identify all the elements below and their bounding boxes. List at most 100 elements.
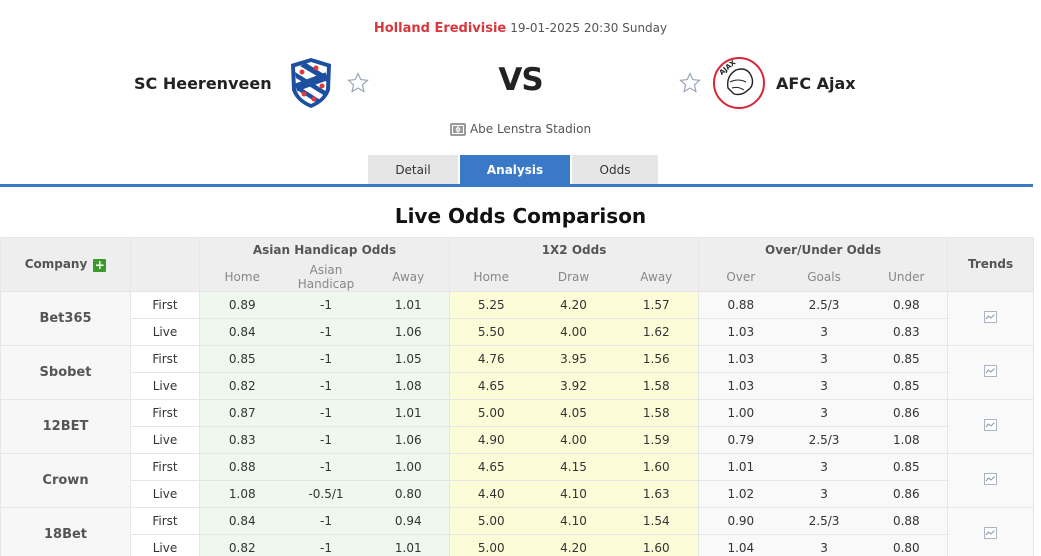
ou-goals-value: 3 xyxy=(782,398,866,427)
ou-goals-header: Goals xyxy=(782,262,866,292)
trend-chart-icon[interactable] xyxy=(984,364,998,380)
x12-home-odds: 4.76 xyxy=(449,344,533,373)
ah-away-odds: 1.05 xyxy=(367,344,451,373)
home-team: SC Heerenveen xyxy=(134,56,380,110)
ah-handicap-value: -1 xyxy=(284,317,368,346)
ou-under-odds: 0.86 xyxy=(865,479,949,508)
ou-over-odds: 1.03 xyxy=(698,317,783,346)
company-name[interactable]: Bet365 xyxy=(0,290,131,346)
table-row: Live 1.08 -0.5/1 0.80 4.40 4.10 1.63 1.02 3 0.86 xyxy=(1,479,1034,508)
ah-away-odds: 0.80 xyxy=(367,479,451,508)
x12-home-odds: 5.00 xyxy=(449,398,533,427)
ou-over-odds: 1.00 xyxy=(698,398,783,427)
table-row: Live 0.82 -1 1.08 4.65 3.92 1.58 1.03 3 0.85 xyxy=(1,371,1034,400)
odds-type-label: First xyxy=(130,398,200,427)
x12-away-odds: 1.56 xyxy=(614,344,700,373)
table-row: Sbobet First 0.85 -1 1.05 4.76 3.95 1.56 1.03 3 0.… xyxy=(0,344,1035,400)
ah-home-odds: 0.82 xyxy=(199,371,285,400)
ah-handicap-value: -1 xyxy=(284,398,368,427)
match-header: Holland Eredivisie 19-01-2025 20:30 Sunda… xyxy=(0,0,1041,187)
ou-under-odds: 0.85 xyxy=(865,371,949,400)
table-row: 12BET First 0.87 -1 1.01 5.00 4.05 1.58 1.00 3 0.8… xyxy=(0,398,1035,454)
company-name[interactable]: 18Bet xyxy=(0,506,131,556)
x12-draw-odds: 4.15 xyxy=(532,452,615,481)
company-name[interactable]: 12BET xyxy=(0,398,131,454)
ou-goals-value: 3 xyxy=(782,533,866,556)
company-name[interactable]: Crown xyxy=(0,452,131,508)
ah-home-odds: 1.08 xyxy=(199,479,285,508)
x12-away-odds: 1.60 xyxy=(614,533,700,556)
x12-home-odds: 4.65 xyxy=(449,452,533,481)
ah-home-odds: 0.85 xyxy=(199,344,285,373)
company-header-label: Company xyxy=(24,256,88,271)
tab-bar: Detail Analysis Odds xyxy=(368,155,658,185)
x12-away-odds: 1.58 xyxy=(614,371,700,400)
ou-goals-value: 2.5/3 xyxy=(782,506,866,535)
x12-draw-odds: 3.92 xyxy=(532,371,615,400)
ah-handicap-value: -1 xyxy=(284,533,368,556)
home-team-name[interactable]: SC Heerenveen xyxy=(134,73,272,93)
company-header: Company + xyxy=(0,237,131,292)
odds-type-label: Live xyxy=(130,479,200,508)
match-datetime: 19-01-2025 20:30 Sunday xyxy=(510,21,668,35)
ou-over-odds: 1.04 xyxy=(698,533,783,556)
x12-away-odds: 1.62 xyxy=(614,317,700,346)
ou-goals-value: 3 xyxy=(782,479,866,508)
ah-handicap-value: -0.5/1 xyxy=(284,479,368,508)
odds-type-label: Live xyxy=(130,533,200,556)
x12-home-odds: 4.90 xyxy=(449,425,533,454)
trend-chart-icon[interactable] xyxy=(984,472,998,488)
ou-goals-value: 2.5/3 xyxy=(782,425,866,454)
ou-over-header: Over xyxy=(698,262,783,292)
x12-away-odds: 1.57 xyxy=(614,290,700,319)
company-name[interactable]: Sbobet xyxy=(0,344,131,400)
ah-away-odds: 1.01 xyxy=(367,533,451,556)
ou-over-odds: 1.03 xyxy=(698,371,783,400)
ou-over-odds: 0.88 xyxy=(698,290,783,319)
odds-type-label: Live xyxy=(130,317,200,346)
x12-header: 1X2 Odds xyxy=(449,237,700,263)
ou-under-odds: 0.98 xyxy=(865,290,949,319)
tab-underline xyxy=(0,184,1033,187)
odds-type-label: Live xyxy=(130,371,200,400)
trend-chart-icon[interactable] xyxy=(984,526,998,542)
tab-analysis[interactable]: Analysis xyxy=(460,155,570,185)
trend-cell xyxy=(947,398,1035,454)
x12-away-odds: 1.59 xyxy=(614,425,700,454)
x12-away-odds: 1.54 xyxy=(614,506,700,535)
ah-home-header: Home xyxy=(199,262,285,292)
ah-away-odds: 1.01 xyxy=(367,398,451,427)
ou-under-odds: 0.85 xyxy=(865,452,949,481)
trend-chart-icon[interactable] xyxy=(984,418,998,434)
ah-home-odds: 0.88 xyxy=(199,452,285,481)
x12-draw-odds: 3.95 xyxy=(532,344,615,373)
x12-draw-odds: 4.00 xyxy=(532,425,615,454)
trends-header: Trends xyxy=(947,237,1035,292)
ou-under-odds: 1.08 xyxy=(865,425,949,454)
ah-home-odds: 0.84 xyxy=(199,317,285,346)
trend-cell xyxy=(947,452,1035,508)
away-team-name[interactable]: AFC Ajax xyxy=(776,73,856,93)
asian-handicap-header: Asian Handicap Odds xyxy=(198,237,451,263)
league-name[interactable]: Holland Eredivisie xyxy=(373,21,507,36)
trend-cell xyxy=(947,344,1035,400)
tab-odds[interactable]: Odds xyxy=(572,155,658,185)
ou-goals-value: 3 xyxy=(782,371,866,400)
ou-under-odds: 0.85 xyxy=(865,344,949,373)
stadium-name: Abe Lenstra Stadion xyxy=(469,122,592,136)
ou-under-odds: 0.86 xyxy=(865,398,949,427)
x12-draw-odds: 4.10 xyxy=(532,479,615,508)
tab-detail[interactable]: Detail xyxy=(368,155,458,185)
favorite-away-star-icon[interactable] xyxy=(678,71,702,95)
home-team-logo-icon xyxy=(290,58,331,108)
ou-goals-value: 3 xyxy=(782,344,866,373)
table-row: Crown First 0.88 -1 1.00 4.65 4.15 1.60 1.01 3 0.8… xyxy=(0,452,1035,508)
ou-under-header: Under xyxy=(865,262,949,292)
trend-chart-icon[interactable] xyxy=(984,310,998,326)
ah-handicap-value: -1 xyxy=(284,344,368,373)
add-company-plus-icon[interactable]: + xyxy=(93,257,107,272)
x12-draw-odds: 4.05 xyxy=(532,398,615,427)
over-under-header: Over/Under Odds xyxy=(698,237,949,263)
favorite-home-star-icon[interactable] xyxy=(346,71,370,95)
ou-under-odds: 0.83 xyxy=(865,317,949,346)
